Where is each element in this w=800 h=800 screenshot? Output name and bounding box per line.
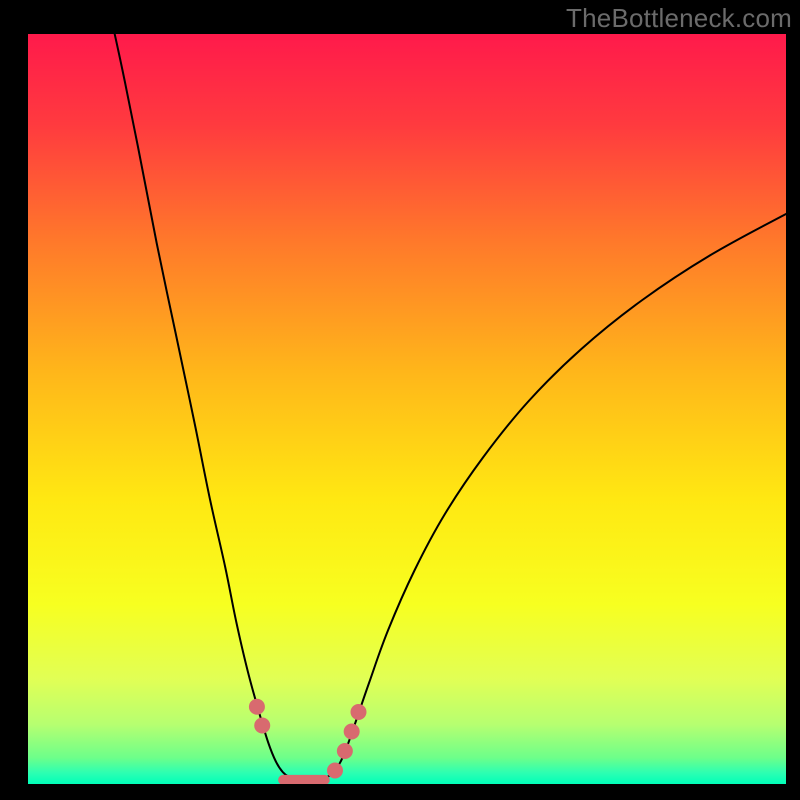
curve-marker: [344, 724, 360, 740]
plot-area: [28, 34, 786, 784]
curve-marker: [249, 699, 265, 715]
watermark-text: TheBottleneck.com: [566, 3, 792, 34]
chart-frame: TheBottleneck.com: [0, 0, 800, 800]
curve-marker: [350, 704, 366, 720]
curve-marker: [337, 743, 353, 759]
trough-bar-marker: [278, 775, 330, 784]
plot-svg: [28, 34, 786, 784]
gradient-background: [28, 34, 786, 784]
curve-marker: [327, 763, 343, 779]
curve-marker: [254, 718, 270, 734]
